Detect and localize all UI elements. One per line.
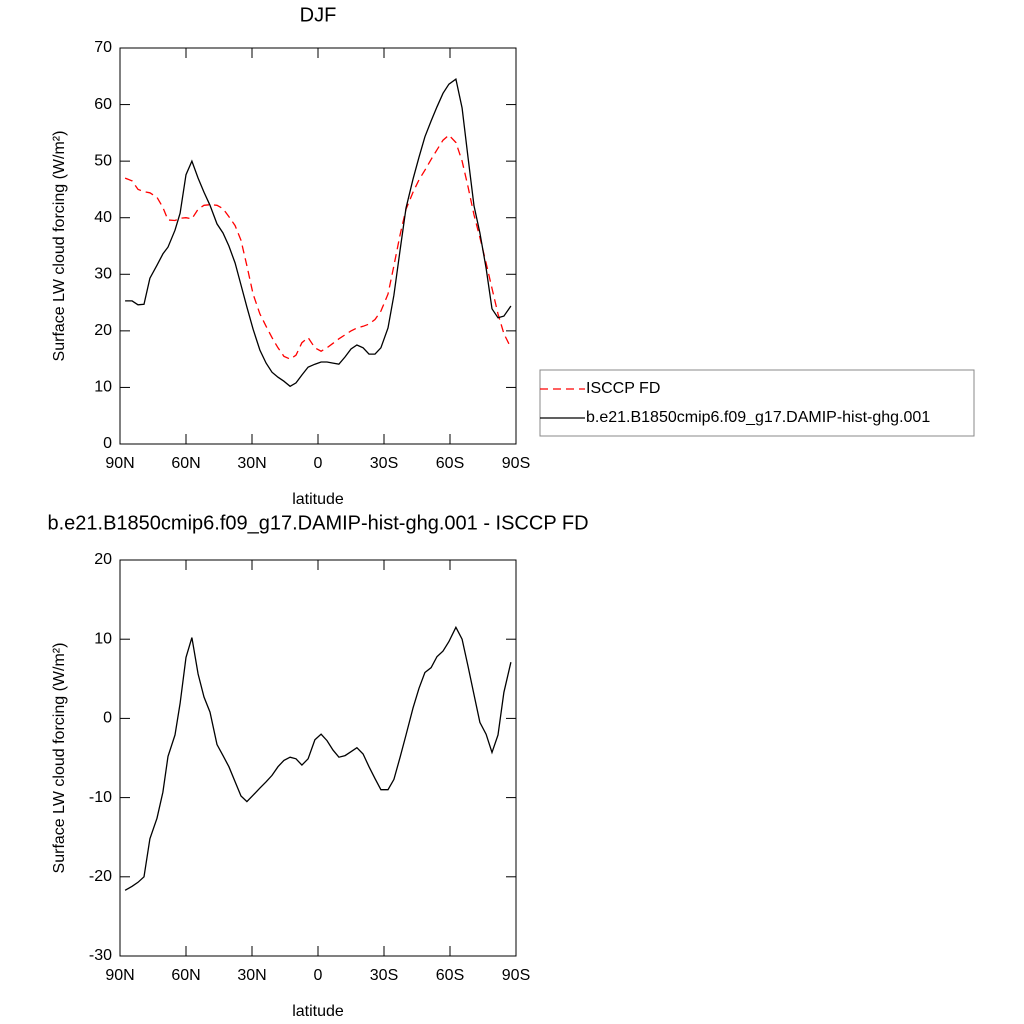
y-tick-label: 10 — [94, 379, 112, 396]
data-line — [124, 134, 512, 360]
y-tick-label: 40 — [94, 209, 112, 226]
y-axis-label: Surface LW cloud forcing (W/m²) — [51, 131, 68, 362]
y-tick-label: 60 — [94, 96, 112, 113]
y-tick-label: -20 — [89, 868, 112, 885]
data-line — [124, 625, 512, 891]
x-tick-label: 30N — [237, 967, 266, 984]
x-tick-label: 0 — [314, 455, 323, 472]
x-tick-label: 60N — [171, 967, 200, 984]
x-tick-label: 60N — [171, 455, 200, 472]
y-tick-label: -30 — [89, 947, 112, 964]
chart-title: b.e21.B1850cmip6.f09_g17.DAMIP-hist-ghg.… — [47, 512, 588, 534]
x-tick-label: 90N — [105, 967, 134, 984]
y-tick-label: 50 — [94, 152, 112, 169]
legend-label: b.e21.B1850cmip6.f09_g17.DAMIP-hist-ghg.… — [586, 409, 930, 426]
x-tick-label: 60S — [436, 455, 464, 472]
chart-title: DJF — [300, 4, 337, 26]
legend-box — [539, 369, 975, 437]
data-line — [125, 77, 512, 388]
x-tick-label: 30N — [237, 455, 266, 472]
x-axis-label: latitude — [292, 491, 344, 508]
y-tick-label: 30 — [94, 266, 112, 283]
x-tick-label: 90S — [502, 455, 530, 472]
y-tick-label: 20 — [94, 322, 112, 339]
x-tick-label: 30S — [370, 455, 398, 472]
y-tick-label: 0 — [103, 710, 112, 727]
y-tick-label: -10 — [89, 789, 112, 806]
y-tick-label: 70 — [94, 39, 112, 56]
plot-frame — [119, 47, 517, 445]
y-tick-label: 10 — [94, 630, 112, 647]
x-tick-label: 60S — [436, 967, 464, 984]
plot-frame — [119, 559, 517, 957]
x-tick-label: 30S — [370, 967, 398, 984]
x-tick-label: 90S — [502, 967, 530, 984]
y-tick-label: 0 — [103, 435, 112, 452]
x-tick-label: 0 — [314, 967, 323, 984]
x-tick-label: 90N — [105, 455, 134, 472]
legend-label: ISCCP FD — [586, 380, 660, 397]
x-axis-label: latitude — [292, 1003, 344, 1020]
y-tick-label: 20 — [94, 551, 112, 568]
y-axis-label: Surface LW cloud forcing (W/m²) — [51, 643, 68, 874]
